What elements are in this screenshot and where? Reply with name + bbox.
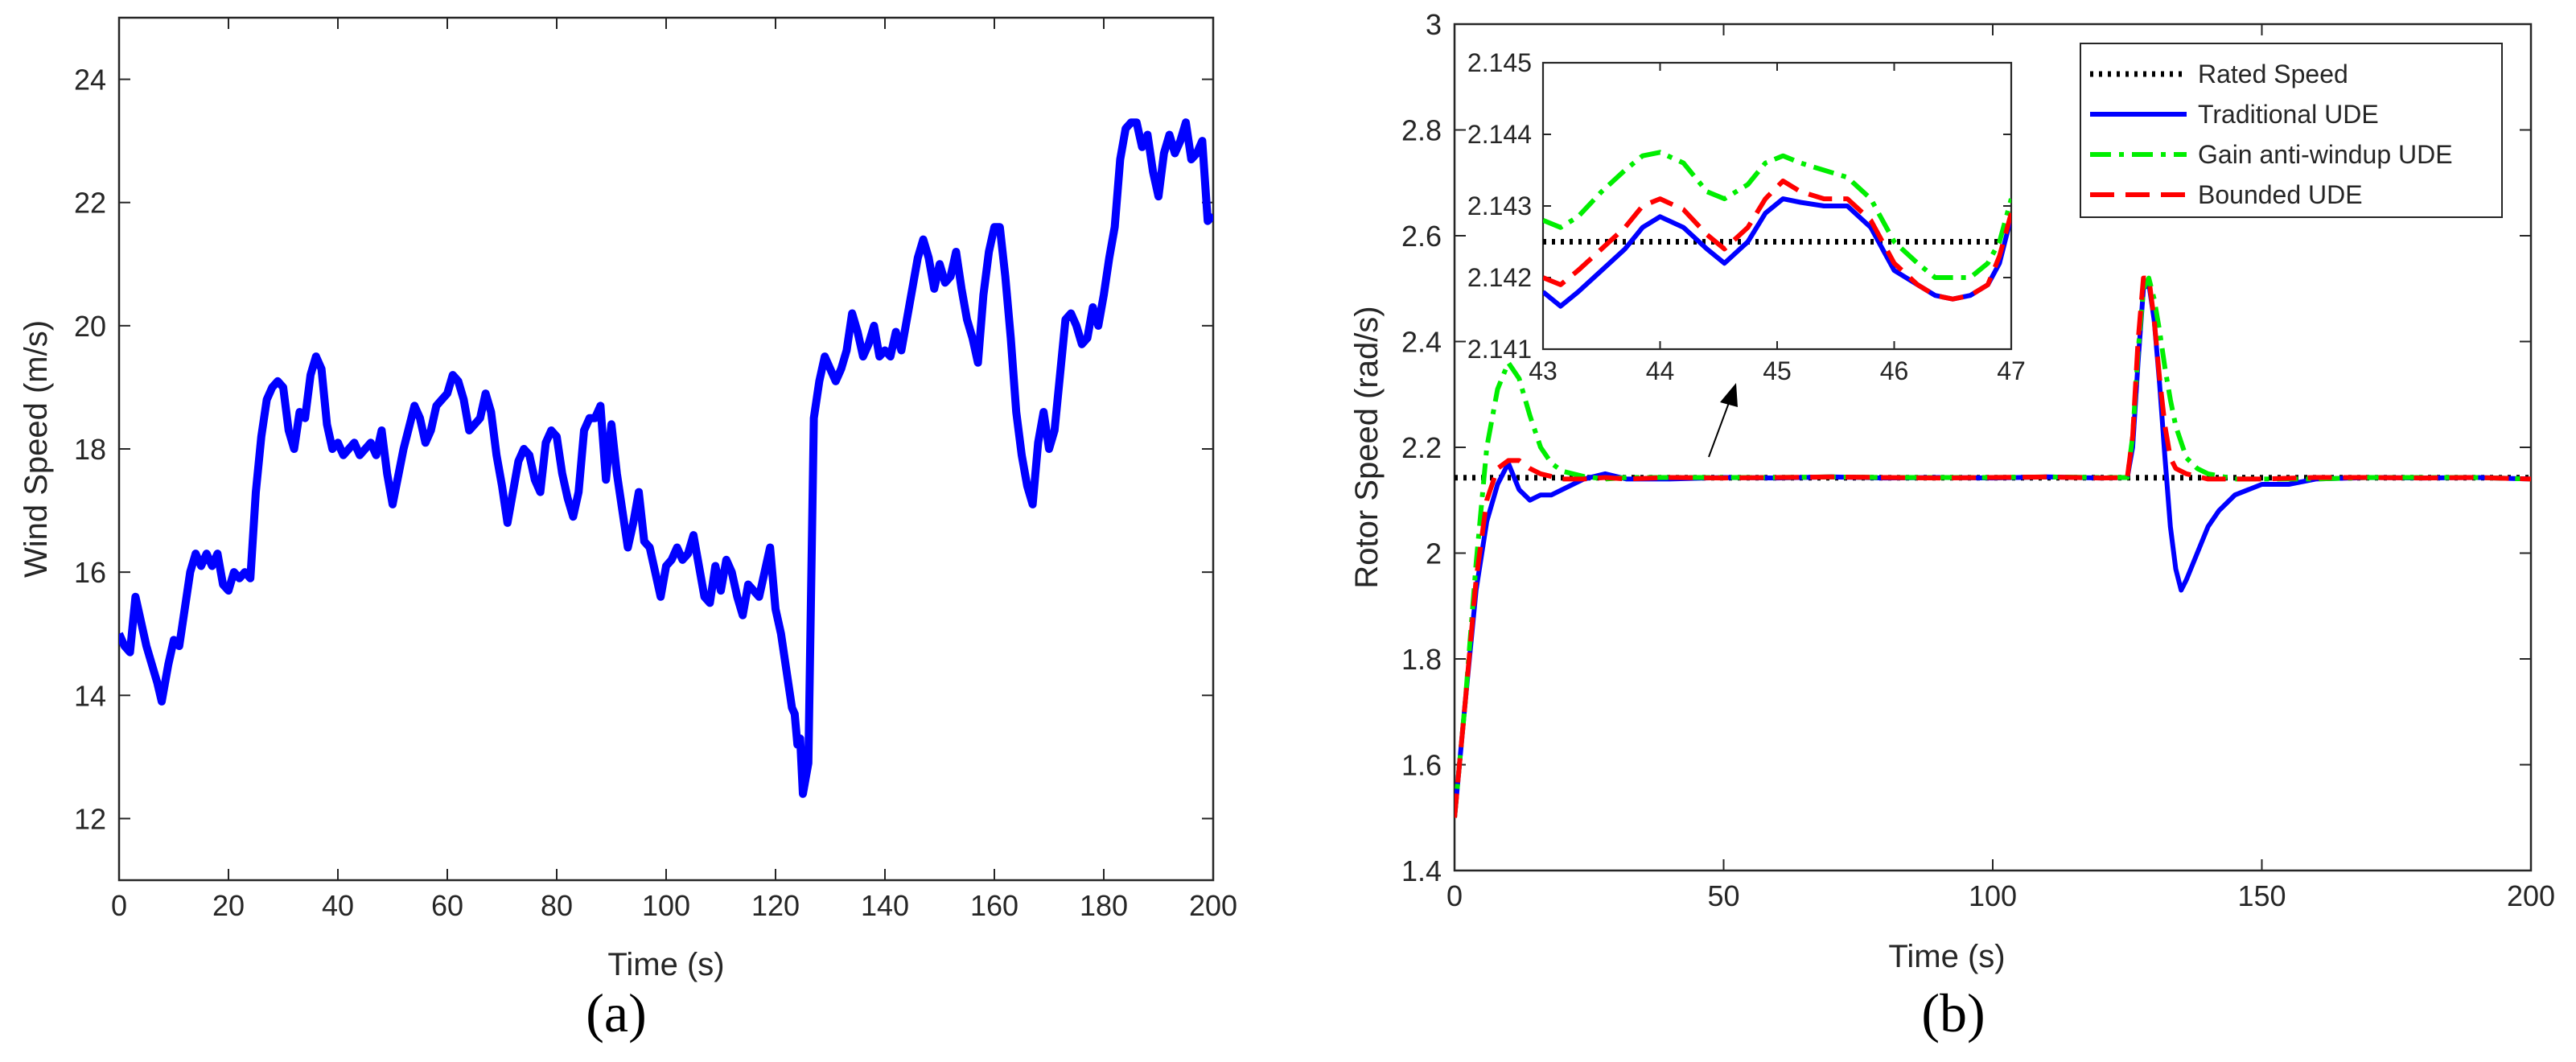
- inset-series-line-gain-anti-windup-ude: [1543, 150, 2011, 280]
- inset-y-tick-label: 2.141: [1467, 335, 1532, 364]
- panel-a-plot-frame: [117, 16, 1215, 882]
- panel-b-series: [1455, 275, 2531, 818]
- panel-b-x-tick-label: 200: [2507, 879, 2555, 912]
- inset-y-tick-label: 2.144: [1467, 120, 1532, 149]
- inset-x-tick-label: 43: [1529, 356, 1558, 385]
- panel-a-wind-speed-chart: 0 20 40 60 80 100 120 140 160 180 200 12 14 16 18 20 22 2…: [19, 16, 1237, 1043]
- panel-b-x-tick-label: 50: [1707, 879, 1739, 912]
- panel-b-x-tick-label: 100: [1969, 879, 2017, 912]
- panel-b-zoom-inset: 43 44 45 46 47 2.141 2.142 2.143 2.144 2.145: [1467, 48, 2026, 385]
- panel-a-x-tick-label: 60: [431, 889, 463, 922]
- panel-b-x-tick-label: 150: [2237, 879, 2286, 912]
- panel-a-y-tick-label: 12: [74, 802, 106, 835]
- panel-b-rotor-speed-chart: 0 50 100 150 200 1.4 1.6 1.8 2 2.2 2.4 2.6 2.8 3 Time…: [1349, 8, 2555, 1043]
- inset-y-tick-label: 2.145: [1467, 48, 1532, 77]
- panel-b-letter: (b): [1921, 982, 1985, 1043]
- panel-a-ticks: 0 20 40 60 80 100 120 140 160 180 200 12 14 16 18 20 22 2…: [74, 18, 1237, 922]
- panel-a-y-tick-label: 18: [74, 433, 106, 466]
- panel-b-series-line-bounded-ude: [1455, 275, 2531, 818]
- inset-x-tick-label: 45: [1763, 356, 1792, 385]
- legend-label-bounded-ude: Bounded UDE: [2198, 180, 2363, 209]
- panel-a-x-tick-label: 20: [212, 889, 245, 922]
- panel-b-y-tick-label: 2.8: [1401, 114, 1442, 147]
- panel-a-x-axis-label: Time (s): [607, 947, 724, 982]
- inset-x-tick-label: 46: [1880, 356, 1909, 385]
- panel-b-ticks: 0 50 100 150 200 1.4 1.6 1.8 2 2.2 2.4 2.6 2.8 3: [1401, 8, 2555, 912]
- legend-box: [2080, 43, 2503, 218]
- panel-b-y-tick-label: 1.4: [1401, 854, 1442, 887]
- inset-series: [1543, 150, 2011, 309]
- inset-x-tick-label: 47: [1997, 356, 2026, 385]
- legend-label-gain-anti-windup-ude: Gain anti-windup UDE: [2198, 140, 2453, 169]
- panel-b-y-tick-label: 3: [1426, 8, 1442, 41]
- panel-b-y-tick-label: 2: [1426, 537, 1442, 570]
- panel-b-y-tick-label: 1.8: [1401, 643, 1442, 676]
- inset-y-tick-label: 2.143: [1467, 191, 1532, 220]
- panel-a-y-tick-label: 24: [74, 64, 106, 97]
- panel-b-y-tick-label: 2.6: [1401, 220, 1442, 253]
- legend-label-rated-speed: Rated Speed: [2198, 60, 2348, 88]
- panel-a-y-axis-label: Wind Speed (m/s): [19, 320, 54, 578]
- panel-a-y-tick-label: 16: [74, 556, 106, 589]
- panel-a-x-tick-label: 40: [322, 889, 354, 922]
- panel-b-y-tick-label: 1.6: [1401, 749, 1442, 782]
- panel-a-x-tick-label: 180: [1080, 889, 1128, 922]
- panel-a-x-tick-label: 160: [970, 889, 1018, 922]
- panel-b-x-axis-label: Time (s): [1888, 939, 2005, 974]
- legend-label-traditional-ude: Traditional UDE: [2198, 100, 2379, 129]
- panel-a-x-tick-label: 140: [861, 889, 909, 922]
- panel-a-x-tick-label: 80: [541, 889, 573, 922]
- panel-a-y-tick-label: 20: [74, 310, 106, 343]
- panel-a-y-tick-label: 22: [74, 187, 106, 220]
- panel-a-x-tick-label: 0: [111, 889, 127, 922]
- panel-a-series-line-series: [119, 118, 1213, 798]
- inset-y-tick-label: 2.142: [1467, 263, 1532, 292]
- panel-b-y-axis-label: Rotor Speed (rad/s): [1349, 306, 1385, 588]
- panel-a-y-tick-label: 14: [74, 679, 106, 712]
- panel-a-x-tick-label: 100: [642, 889, 690, 922]
- inset-series-line-bounded-ude: [1543, 178, 2011, 302]
- inset-x-tick-label: 44: [1646, 356, 1675, 385]
- panel-a-series: [119, 118, 1213, 798]
- panel-b-y-tick-label: 2.2: [1401, 431, 1442, 464]
- panel-a-letter: (a): [586, 982, 646, 1043]
- panel-b-series-line-gain-anti-windup-ude: [1455, 275, 2531, 818]
- panel-a-x-tick-label: 200: [1189, 889, 1237, 922]
- inset-pointer-arrow: [1708, 383, 1738, 458]
- panel-b-y-tick-label: 2.4: [1401, 326, 1442, 359]
- panel-b-legend: Rated Speed Traditional UDE Gain anti-wind…: [2080, 43, 2503, 218]
- inset-ticks: 43 44 45 46 47 2.141 2.142 2.143 2.144 2.145: [1467, 48, 2026, 385]
- panel-b-x-tick-label: 0: [1446, 879, 1463, 912]
- panel-a-x-tick-label: 120: [751, 889, 800, 922]
